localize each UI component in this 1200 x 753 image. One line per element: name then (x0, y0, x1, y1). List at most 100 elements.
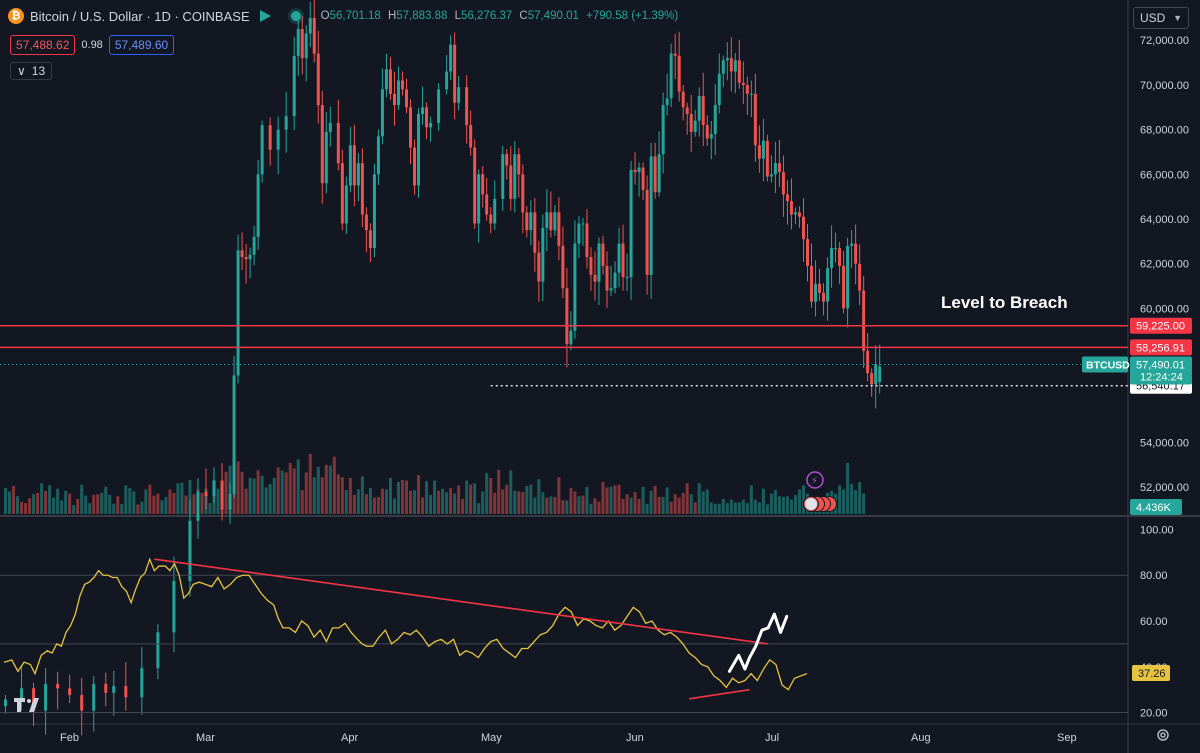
volume-bar (705, 489, 709, 514)
volume-bar (188, 479, 192, 514)
currency-select[interactable]: USD ▼ (1133, 7, 1189, 29)
volume-bar (453, 493, 457, 514)
candle-body (429, 122, 433, 128)
indicators-toggle-button[interactable]: ∨ 13 (10, 62, 53, 80)
candle-body (68, 688, 72, 696)
volume-bar (108, 494, 112, 514)
price-axis-tick: 66,000.00 (1140, 169, 1189, 181)
annotation-level-to-breach: Level to Breach (941, 293, 1068, 312)
candle-body (753, 93, 757, 146)
volume-bar (573, 491, 577, 514)
volume-bar (284, 472, 288, 514)
candle-body (437, 89, 441, 123)
settings-gear-icon[interactable] (1156, 728, 1170, 745)
candle-body (689, 113, 693, 132)
volume-bar (396, 481, 400, 514)
symbol-title[interactable]: Bitcoin / U.S. Dollar · 1D · COINBASE (30, 8, 250, 24)
candle-body (785, 194, 789, 202)
volume-bar (168, 489, 172, 514)
volume-bar (541, 492, 545, 514)
symbol-legend[interactable]: ₿ Bitcoin / U.S. Dollar · 1D · COINBASE … (8, 8, 682, 24)
rsi-value-tag-bg (1132, 665, 1170, 682)
volume-bar (384, 489, 388, 514)
volume-bar (621, 499, 625, 514)
price-axis-tick: 60,000.00 (1140, 303, 1189, 315)
last-price-tag-bg (1130, 356, 1192, 385)
volume-tag: 4.436K (1136, 502, 1172, 514)
candle-body (104, 683, 108, 693)
volume-bar (465, 480, 469, 514)
volume-bar (244, 488, 248, 514)
volume-bar (120, 503, 124, 514)
volume-bar (296, 459, 300, 514)
candle-body (645, 189, 649, 275)
price-axis-tick: 68,000.00 (1140, 125, 1189, 137)
candle-body (818, 283, 822, 293)
volume-bar (737, 502, 741, 514)
ohlc-close-label: C (519, 10, 528, 22)
volume-bar (68, 493, 72, 514)
volume-bar (104, 486, 108, 514)
sell-price-button[interactable]: 57,488.62 (10, 35, 76, 55)
candle-body (609, 288, 613, 291)
volume-bar (132, 491, 136, 514)
candle-body (561, 245, 565, 289)
candle-body (232, 375, 236, 494)
candle-body (4, 699, 7, 707)
volume-bar (801, 485, 805, 514)
volume-bar (765, 504, 769, 514)
candle-body (565, 288, 569, 345)
volume-bar (553, 496, 557, 514)
price-axis-tick: 70,000.00 (1140, 80, 1189, 92)
candle-body (585, 223, 589, 257)
flag-icon[interactable] (259, 10, 271, 22)
volume-bar (689, 494, 693, 514)
candle-body (204, 491, 208, 497)
candle-body (44, 683, 48, 711)
volume-bar (72, 505, 76, 514)
candle-body (312, 17, 316, 54)
tradingview-logo-icon[interactable] (14, 695, 44, 718)
volume-bar (721, 499, 725, 514)
buy-price-button[interactable]: 57,489.60 (108, 35, 175, 55)
candle-body (364, 214, 368, 231)
price-axis-tick: 54,000.00 (1140, 437, 1189, 449)
candle-body (822, 292, 826, 302)
volume-bar (665, 487, 669, 514)
candle-body (384, 69, 388, 90)
candle-body (529, 212, 533, 231)
candle-body (878, 366, 882, 383)
candle-body (545, 212, 549, 228)
candle-body (296, 29, 300, 56)
candle-body (801, 216, 805, 240)
candle-body (814, 283, 818, 302)
candle-body (757, 145, 761, 159)
candle-body (521, 174, 525, 213)
bar-countdown: 12:24:24 (1140, 371, 1183, 383)
market-status-icon[interactable] (290, 11, 301, 21)
bitcoin-logo-icon: ₿ (8, 8, 24, 24)
candle-body (673, 53, 677, 56)
candle-body (533, 212, 537, 253)
candle-body (577, 223, 581, 244)
candle-body (20, 688, 24, 700)
volume-bar (437, 490, 441, 514)
volume-bar (741, 499, 745, 514)
volume-bar (797, 489, 801, 514)
volume-bar (585, 486, 589, 514)
candle-body (842, 265, 846, 309)
candle-body (737, 60, 741, 83)
volume-bar (525, 486, 529, 514)
volume-bar (509, 470, 513, 514)
candle-body (657, 154, 661, 193)
volume-bar (128, 488, 132, 514)
volume-bar (212, 495, 216, 514)
candle-body (56, 683, 60, 689)
volume-bar (52, 497, 56, 514)
volume-bar (858, 481, 862, 514)
candle-body (284, 116, 288, 130)
volume-bar (16, 496, 20, 514)
volume-bar (316, 466, 320, 514)
